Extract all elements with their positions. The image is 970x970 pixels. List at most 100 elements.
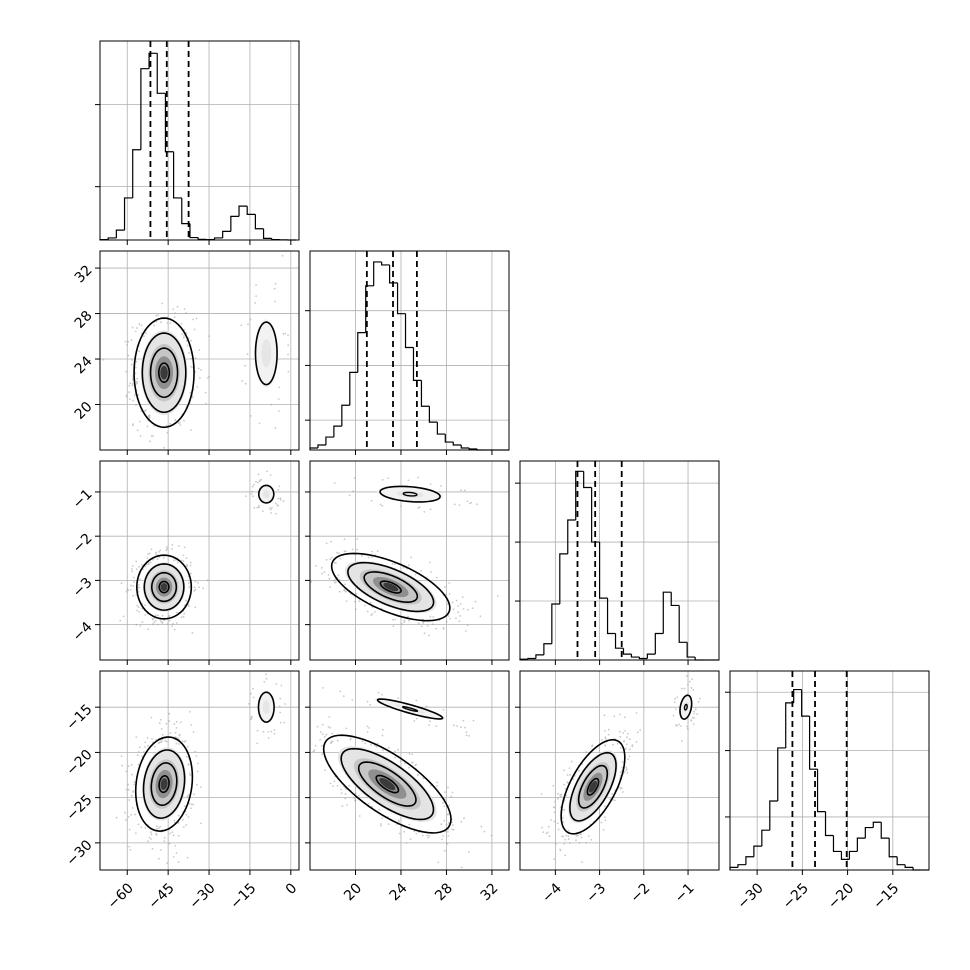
sample-point [194, 588, 197, 591]
sample-point [133, 581, 136, 583]
sample-point [139, 625, 142, 627]
sample-point [132, 594, 135, 597]
sample-point [175, 852, 178, 855]
sample-point [613, 715, 616, 718]
sample-point [177, 861, 180, 864]
sample-point [443, 849, 446, 852]
sample-point [393, 750, 396, 753]
sample-point [435, 576, 438, 579]
sample-point [602, 828, 605, 831]
sample-point [460, 866, 463, 869]
sample-point [472, 719, 475, 722]
pair-background-3-1 [310, 671, 509, 870]
hist-3-bin-3 [753, 845, 762, 857]
sample-point [244, 364, 247, 367]
sample-point [124, 811, 126, 814]
hist-1-bin-9 [381, 261, 390, 266]
sample-point [188, 352, 190, 354]
sample-point [476, 503, 478, 506]
sample-point [442, 708, 445, 711]
sample-point [174, 312, 177, 314]
sample-point [411, 753, 413, 756]
sample-point [443, 586, 446, 588]
sample-point [171, 544, 174, 546]
sample-point [127, 788, 130, 791]
sample-point [176, 736, 179, 739]
sample-point [262, 730, 265, 733]
ytick-label-2-1: −3 [70, 575, 96, 601]
sample-point [364, 742, 367, 745]
sample-point [140, 826, 143, 829]
sample-point [180, 559, 183, 562]
sample-point [179, 424, 182, 426]
pair-1-0-contour-0-0 [158, 362, 171, 384]
sample-point [190, 572, 192, 575]
pair-2-0-contour-0-0 [158, 580, 170, 594]
sample-point [146, 557, 149, 559]
sample-point [194, 371, 197, 373]
sample-point [323, 571, 326, 573]
sample-point [354, 792, 357, 795]
sample-point [612, 743, 614, 746]
sample-point [691, 716, 694, 719]
sample-point [282, 500, 285, 503]
sample-point [127, 816, 130, 818]
sample-point [435, 725, 438, 727]
sample-point [376, 550, 379, 552]
sample-point [621, 766, 623, 769]
sample-point [275, 512, 278, 515]
sample-point [569, 774, 571, 776]
sample-point [333, 482, 336, 484]
sample-point [370, 743, 372, 746]
sample-point [378, 808, 381, 811]
sample-point [332, 785, 334, 787]
sample-point [275, 683, 278, 685]
sample-point [250, 717, 253, 720]
sample-point [690, 687, 693, 689]
hist-1-bin-12 [404, 313, 414, 349]
sample-point [621, 761, 624, 763]
sample-point [366, 731, 369, 733]
sample-point [137, 751, 140, 753]
sample-point [325, 733, 328, 736]
sample-point [166, 862, 168, 864]
sample-point [183, 335, 185, 337]
sample-point [183, 805, 186, 807]
pair-2-1-contour-1-0 [379, 485, 441, 503]
sample-point [611, 793, 614, 795]
sample-point [366, 725, 369, 728]
sample-point [432, 623, 434, 626]
sample-point [135, 360, 138, 363]
sample-point [603, 805, 606, 808]
hist-0-bin-19 [254, 214, 264, 230]
sample-point [455, 617, 457, 619]
sample-point [344, 550, 347, 553]
sample-point [131, 326, 134, 329]
sample-point [135, 380, 138, 383]
sample-point [331, 740, 334, 743]
sample-point [263, 681, 266, 683]
sample-point [287, 353, 289, 356]
sample-point [261, 510, 264, 513]
sample-point [148, 836, 151, 839]
sample-point [188, 802, 191, 805]
sample-point [405, 842, 408, 844]
sample-point [125, 395, 128, 398]
hist-1-bin-6 [357, 331, 366, 373]
sample-point [138, 350, 141, 352]
sample-point [687, 683, 689, 686]
sample-point [125, 370, 128, 373]
sample-point [185, 563, 188, 566]
sample-point [690, 719, 693, 721]
hist-1-bin-17 [444, 434, 454, 443]
sample-point [274, 282, 277, 285]
sample-point [380, 823, 382, 825]
sample-point [165, 549, 168, 552]
hist-frame-1 [309, 250, 510, 451]
hist-2-bin-21 [686, 642, 696, 658]
sample-point [208, 375, 210, 378]
sample-point [609, 798, 611, 801]
sample-point [360, 555, 363, 557]
sample-point [246, 353, 249, 356]
hist-3-bin-15 [848, 850, 858, 860]
